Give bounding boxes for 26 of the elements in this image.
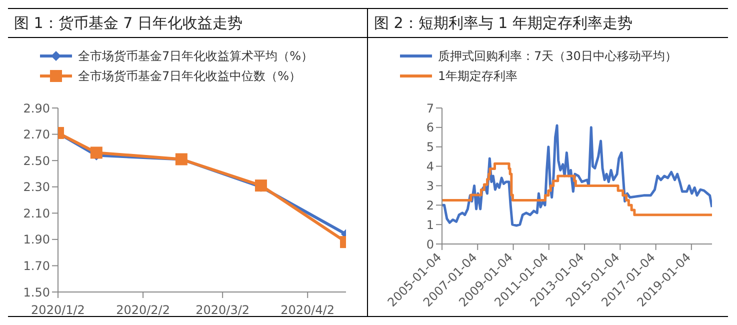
y-tick-label: 6 <box>426 120 434 135</box>
y-tick-label: 2.50 <box>23 154 50 168</box>
legend-label: 质押式回购利率：7天（30日中心移动平均） <box>438 48 677 64</box>
y-tick-label: 2.10 <box>23 206 50 220</box>
x-tick-label: 2020/1/2 <box>31 303 85 317</box>
x-tick-label: 2020/3/2 <box>196 303 250 317</box>
y-tick-label: 0 <box>426 237 434 252</box>
y-tick-label: 1.70 <box>23 258 50 273</box>
x-tick-label: 2020/2/2 <box>116 303 170 317</box>
legend-label: 全市场货币基金7日年化收益算术平均（%） <box>78 48 314 64</box>
y-tick-label: 5 <box>426 140 434 154</box>
y-tick-label: 2.70 <box>23 128 50 142</box>
legend-label: 1年期定存利率 <box>438 68 518 84</box>
y-tick-label: 4 <box>426 160 434 174</box>
y-tick-label: 2 <box>426 198 434 212</box>
chart-title: 图 1：货币基金 7 日年化收益走势 <box>8 9 367 38</box>
legend-label: 全市场货币基金7日年化收益中位数（%） <box>78 68 302 84</box>
y-tick-label: 1.90 <box>23 232 50 247</box>
y-tick-label: 3 <box>426 178 434 193</box>
y-tick-label: 1.50 <box>23 285 50 300</box>
y-tick-label: 2.30 <box>23 180 50 194</box>
chart-title: 图 2：短期利率与 1 年期定存利率走势 <box>368 9 728 38</box>
y-tick-label: 2.90 <box>23 101 50 116</box>
y-tick-label: 7 <box>426 101 434 116</box>
x-tick-label: 2020/4/2 <box>280 303 335 317</box>
y-tick-label: 1 <box>426 218 434 232</box>
